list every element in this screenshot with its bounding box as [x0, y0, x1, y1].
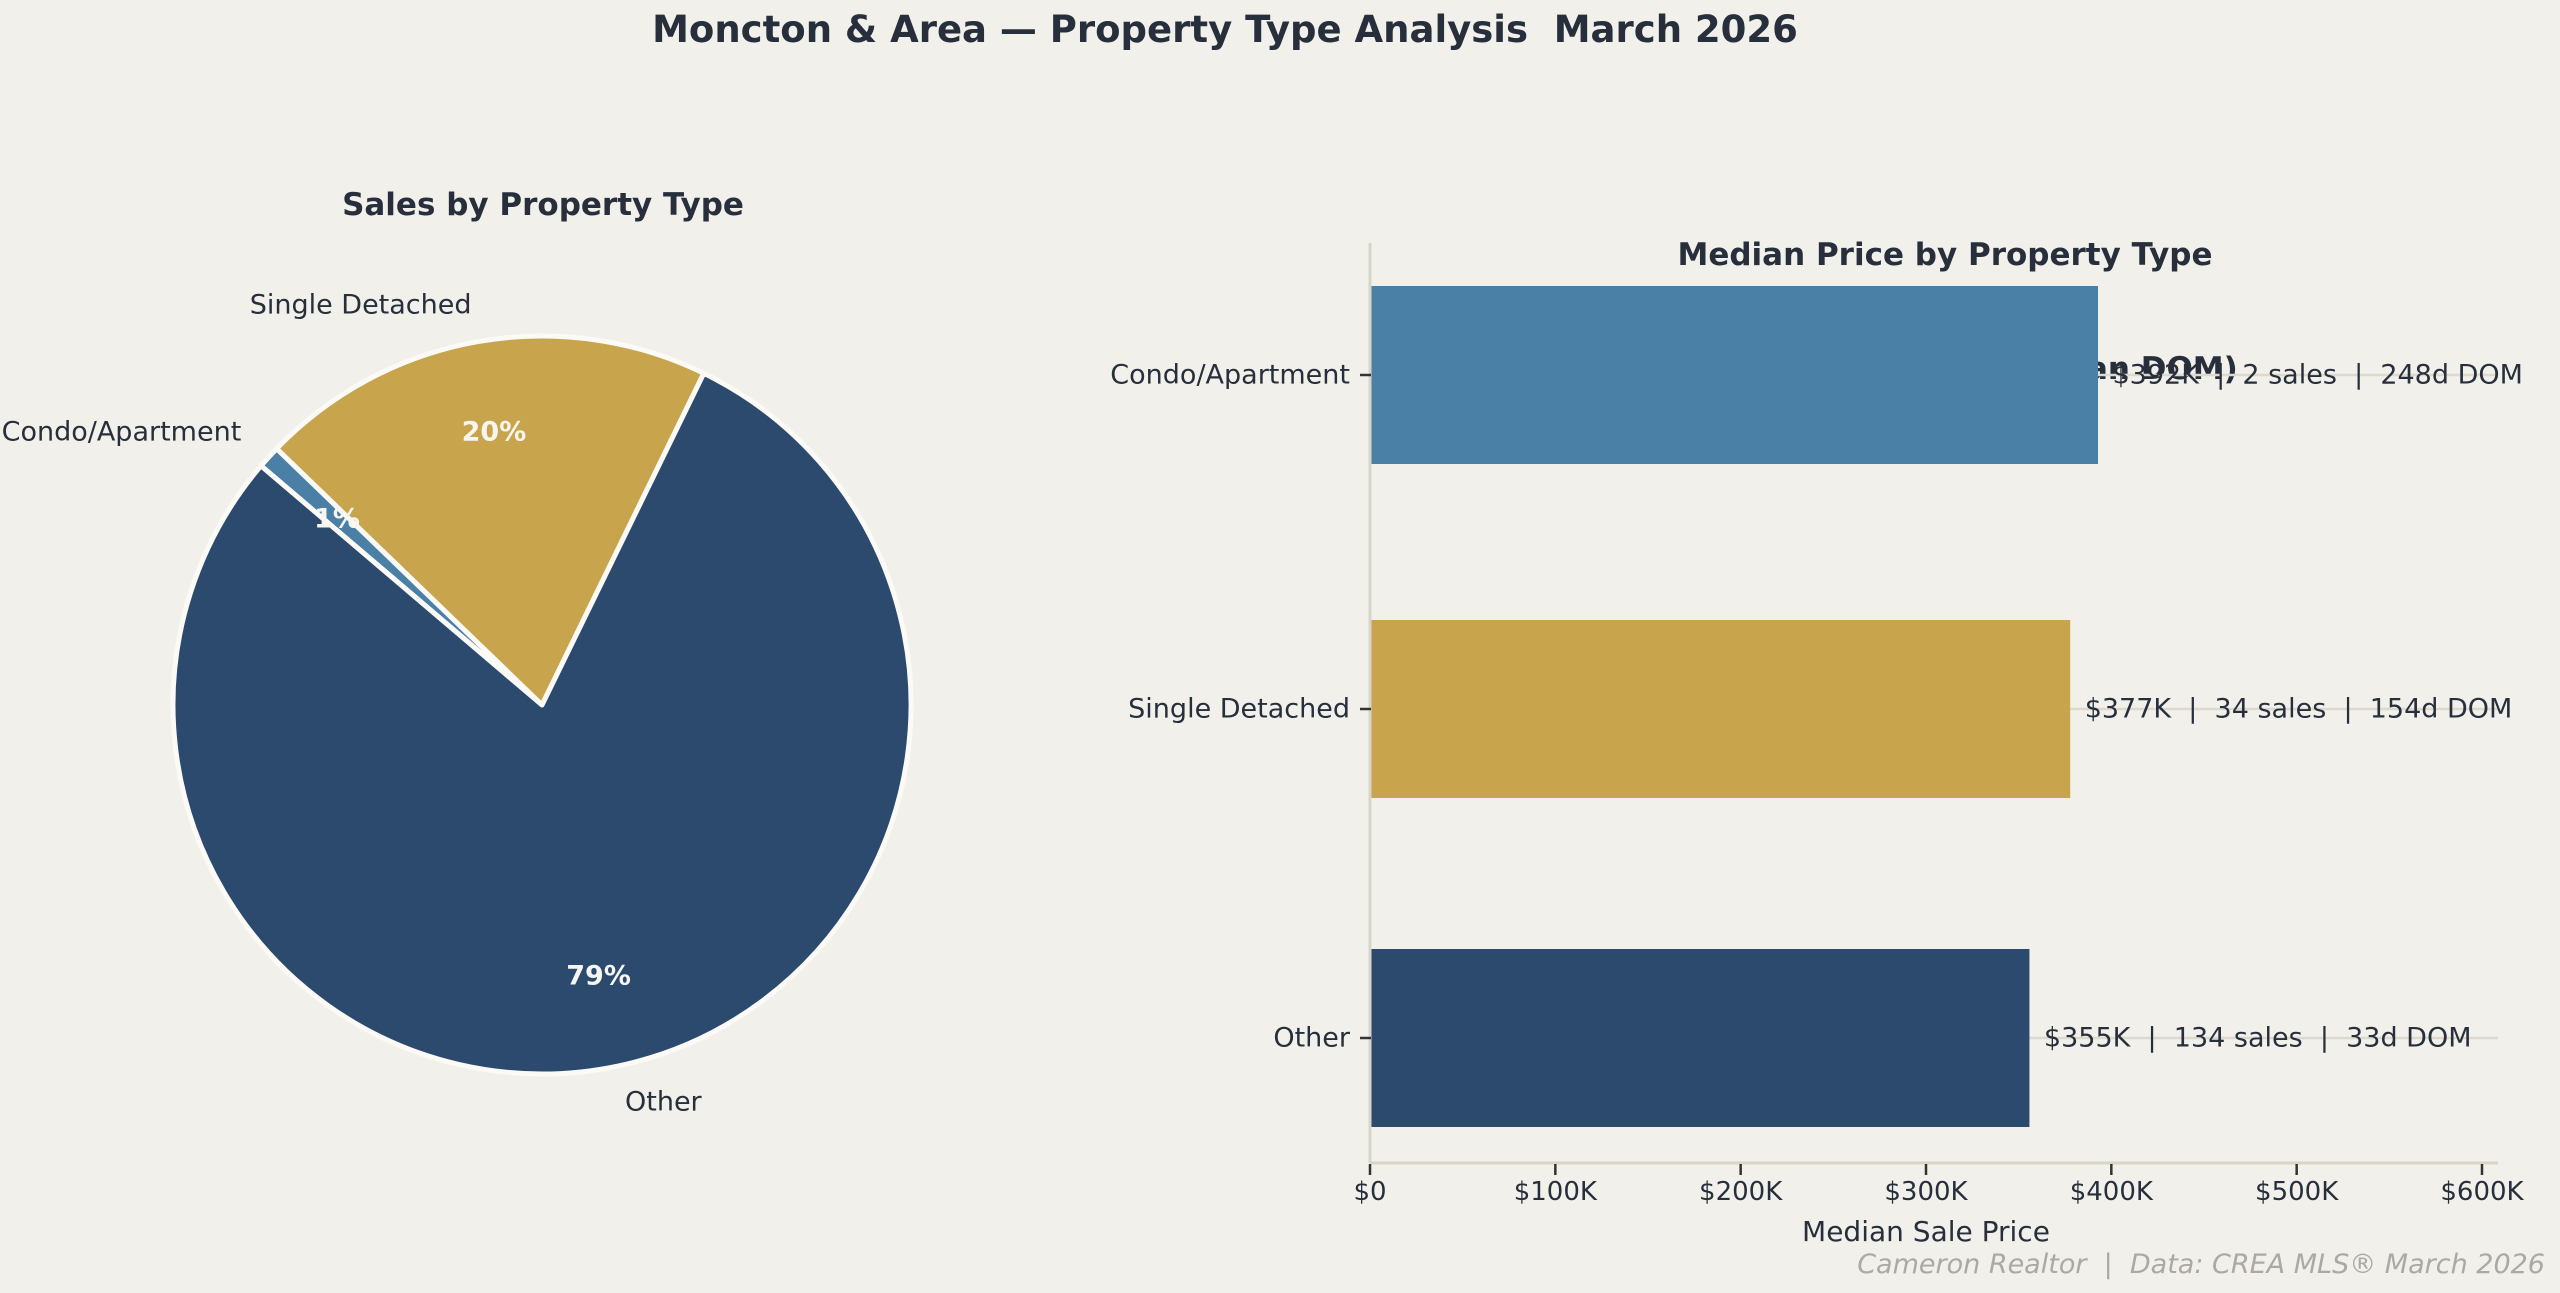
pie-chart-title: Sales by Property Type: [342, 187, 744, 223]
pie-chart: [170, 333, 914, 1077]
bar-condo-apartment: [1371, 286, 2099, 464]
footer-credit: Cameron Realtor | Data: CREA MLS® March …: [1857, 1249, 2545, 1280]
x-axis-label: Median Sale Price: [1802, 1215, 2050, 1248]
pie-slice-single-detached: [274, 333, 707, 708]
bar-chart-title-line1: Median Price by Property Type: [1677, 237, 2213, 273]
bar-single-detached: [1371, 620, 2071, 798]
pie-slice-other: [170, 370, 914, 1077]
bar-chart: [1360, 243, 2498, 1175]
bar-other: [1371, 949, 2030, 1127]
page-title: Moncton & Area — Property Type Analysis …: [652, 8, 1798, 51]
